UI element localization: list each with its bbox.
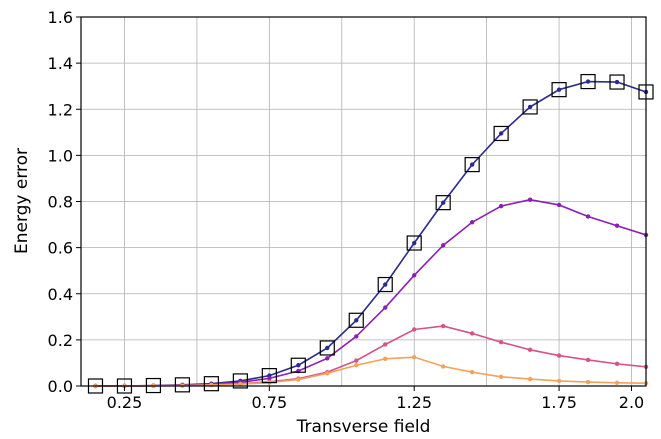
data-point: [469, 369, 475, 375]
square-marker: [609, 74, 625, 90]
square-marker: [435, 195, 451, 211]
data-point: [383, 342, 388, 347]
data-point: [412, 327, 417, 332]
series-4: [87, 73, 654, 394]
y-tick-label: 0.8: [48, 193, 73, 212]
square-marker: [290, 357, 306, 373]
data-point: [614, 380, 620, 385]
data-point: [354, 334, 359, 339]
data-point: [614, 361, 620, 367]
data-point: [469, 331, 475, 336]
data-point: [440, 200, 446, 205]
data-point: [412, 354, 417, 360]
data-point: [527, 347, 533, 352]
data-point: [238, 381, 243, 387]
data-point: [267, 376, 272, 381]
x-tick-label: 0.75: [252, 393, 288, 412]
data-point: [296, 377, 301, 382]
data-point: [498, 374, 504, 379]
x-axis-ticks: 0.25 0.75 1.25 1.75 2.0: [107, 386, 644, 412]
square-marker: [203, 376, 219, 392]
square-marker: [377, 276, 393, 293]
data-point: [412, 240, 417, 246]
data-point: [585, 379, 591, 385]
y-tick-label: 1.2: [48, 100, 73, 119]
data-point: [440, 243, 446, 248]
y-axis-ticks: 0.0 0.2 0.4 0.6 0.8 1.0 1.2 1.4 1.6: [48, 8, 81, 396]
data-point: [325, 371, 330, 376]
data-point: [412, 273, 417, 278]
data-point: [440, 323, 446, 329]
x-tick-label: 1.25: [396, 393, 432, 412]
data-point: [354, 358, 359, 363]
square-marker: [493, 125, 509, 142]
data-point: [614, 223, 620, 228]
data-point: [498, 339, 504, 345]
square-marker: [232, 373, 248, 389]
y-tick-label: 1.0: [48, 146, 73, 165]
x-axis-label: Transverse field: [296, 417, 431, 437]
square-marker: [406, 235, 422, 251]
data-point: [325, 345, 330, 351]
y-tick-label: 0.2: [48, 331, 73, 350]
y-tick-label: 1.6: [48, 8, 73, 27]
x-tick-label: 1.75: [541, 393, 577, 412]
data-point: [383, 356, 388, 361]
data-point: [614, 79, 620, 85]
square-marker: [348, 312, 364, 328]
square-marker: [261, 368, 277, 384]
data-point: [527, 376, 533, 382]
square-marker: [551, 82, 567, 98]
data-point: [296, 363, 301, 368]
data-point: [383, 282, 388, 287]
square-marker: [522, 99, 538, 115]
y-tick-label: 0.6: [48, 239, 73, 258]
square-marker: [174, 377, 191, 393]
data-point: [498, 131, 504, 136]
data-point: [209, 382, 214, 388]
data-point: [556, 378, 562, 384]
y-tick-label: 1.4: [48, 54, 73, 73]
data-point: [469, 162, 475, 167]
data-point: [354, 363, 359, 368]
x-tick-label: 0.25: [107, 393, 143, 412]
data-point: [383, 305, 388, 310]
data-point: [498, 203, 504, 209]
data-point: [585, 214, 591, 219]
data-point: [527, 197, 533, 202]
square-marker: [319, 340, 335, 356]
data-point: [585, 79, 591, 84]
data-point: [556, 202, 562, 208]
data-point: [527, 104, 533, 110]
square-marker: [580, 73, 596, 90]
data-point: [354, 318, 359, 323]
square-marker: [464, 157, 480, 173]
data-point: [440, 364, 446, 369]
y-tick-label: 0.0: [48, 377, 73, 396]
data-point: [325, 356, 330, 361]
data-point: [585, 357, 591, 363]
data-point: [556, 87, 562, 92]
y-tick-label: 0.4: [48, 285, 73, 304]
y-axis-label: Energy error: [12, 148, 32, 254]
data-point: [469, 220, 475, 225]
data-point: [556, 353, 562, 358]
x-tick-label: 2.0: [619, 393, 644, 412]
